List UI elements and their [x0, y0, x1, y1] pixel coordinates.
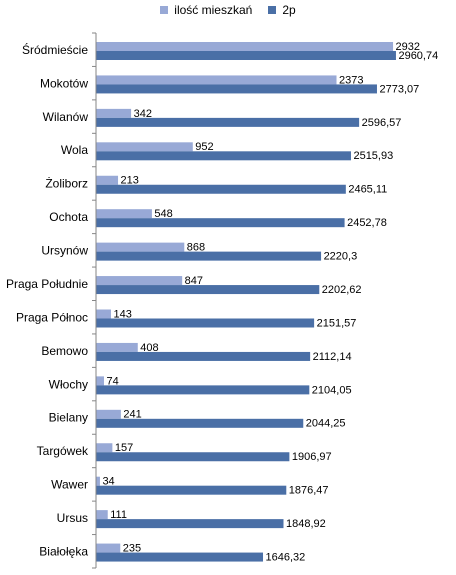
category-label: Ochota	[49, 210, 88, 224]
data-label-series-1: 235	[123, 542, 141, 554]
category-label: Wola	[61, 143, 88, 157]
category-label: Wawer	[51, 478, 88, 492]
bar-series-1	[96, 510, 108, 520]
bar-series-1	[96, 175, 119, 185]
bar-series-2	[96, 117, 360, 127]
data-label-series-2: 2960,74	[398, 50, 438, 62]
legend-label-series-1: ilość mieszkań	[174, 3, 253, 17]
bar-series-2	[96, 418, 304, 428]
data-label-series-1: 847	[185, 275, 203, 287]
bar-series-1	[96, 276, 183, 286]
bar-series-1	[96, 75, 337, 85]
data-label-series-1: 111	[110, 509, 127, 521]
category-label: Mokotów	[40, 76, 88, 90]
data-label-series-2: 2044,25	[306, 418, 346, 430]
data-label-series-2: 2151,57	[317, 317, 357, 329]
data-label-series-1: 408	[140, 342, 158, 354]
data-label-series-2: 2515,93	[353, 150, 393, 162]
bar-series-2	[96, 552, 264, 562]
bar-series-2	[96, 251, 322, 261]
data-label-series-1: 548	[154, 208, 172, 220]
category-label: Śródmieście	[22, 42, 88, 57]
data-label-series-2: 1848,92	[286, 518, 326, 530]
bar-series-1	[96, 409, 121, 419]
category-label: Białołęka	[39, 544, 88, 558]
bar-series-1	[96, 309, 111, 319]
data-label-series-2: 2773,07	[379, 83, 419, 95]
data-label-series-2: 2452,78	[347, 217, 387, 229]
category-label: Bielany	[49, 411, 88, 425]
bar-series-1	[96, 108, 132, 118]
data-label-series-1: 952	[195, 141, 213, 153]
category-label: Włochy	[49, 377, 88, 391]
bar-series-1	[96, 142, 193, 152]
category-label: Ursynów	[41, 244, 88, 258]
data-label-series-2: 1646,32	[266, 551, 306, 563]
data-label-series-1: 2932	[396, 41, 420, 53]
data-label-series-2: 1876,47	[289, 485, 329, 497]
bar-series-2	[96, 84, 377, 94]
data-label-series-2: 2112,14	[313, 351, 352, 363]
data-label-series-2: 2220,3	[324, 251, 358, 263]
category-label: Żoliborz	[45, 177, 88, 191]
data-label-series-2: 2104,05	[312, 384, 352, 396]
bar-series-1	[96, 376, 104, 386]
category-label: Targówek	[37, 444, 89, 458]
bar-series-1	[96, 42, 394, 51]
bar-series-2	[96, 485, 287, 495]
bar-series-2	[96, 351, 311, 361]
legend: ilość mieszkań 2p	[0, 3, 456, 17]
legend-swatch-series-2	[268, 6, 277, 14]
data-label-series-1: 74	[106, 375, 118, 387]
data-label-series-2: 2465,11	[348, 184, 387, 196]
category-label: Bemowo	[41, 344, 88, 358]
legend-item-series-2: 2p	[268, 3, 296, 17]
legend-label-series-2: 2p	[282, 3, 296, 17]
bar-series-2	[96, 452, 290, 462]
category-label: Ursus	[57, 511, 88, 525]
data-label-series-2: 2596,57	[362, 117, 402, 129]
category-label: Praga Północ	[16, 310, 88, 324]
data-label-series-1: 213	[121, 175, 139, 187]
bar-series-1	[96, 543, 121, 553]
data-label-series-1: 868	[187, 242, 205, 254]
data-label-series-1: 34	[102, 476, 114, 488]
bar-series-1	[96, 476, 100, 486]
bar-series-2	[96, 519, 284, 529]
bar-series-2	[96, 218, 345, 228]
bar-series-2	[96, 151, 351, 161]
category-label: Praga Południe	[6, 277, 88, 291]
data-label-series-1: 157	[115, 442, 133, 454]
bar-series-1	[96, 209, 152, 219]
data-label-series-2: 1906,97	[292, 451, 332, 463]
legend-swatch-series-1	[160, 6, 169, 14]
bar-series-1	[96, 342, 138, 352]
data-label-series-2: 2202,62	[322, 284, 362, 296]
data-label-series-1: 241	[123, 409, 141, 421]
legend-item-series-1: ilość mieszkań	[160, 3, 252, 17]
bar-series-2	[96, 318, 315, 328]
data-label-series-1: 2373	[339, 74, 363, 86]
bar-series-2	[96, 285, 320, 295]
category-label: Wilanów	[43, 110, 89, 124]
bar-series-2	[96, 51, 396, 60]
bar-series-1	[96, 242, 185, 252]
bar-series-2	[96, 184, 346, 194]
bar-series-1	[96, 443, 113, 453]
data-label-series-1: 143	[113, 308, 131, 320]
data-label-series-1: 342	[134, 108, 152, 120]
bar-series-2	[96, 385, 310, 395]
